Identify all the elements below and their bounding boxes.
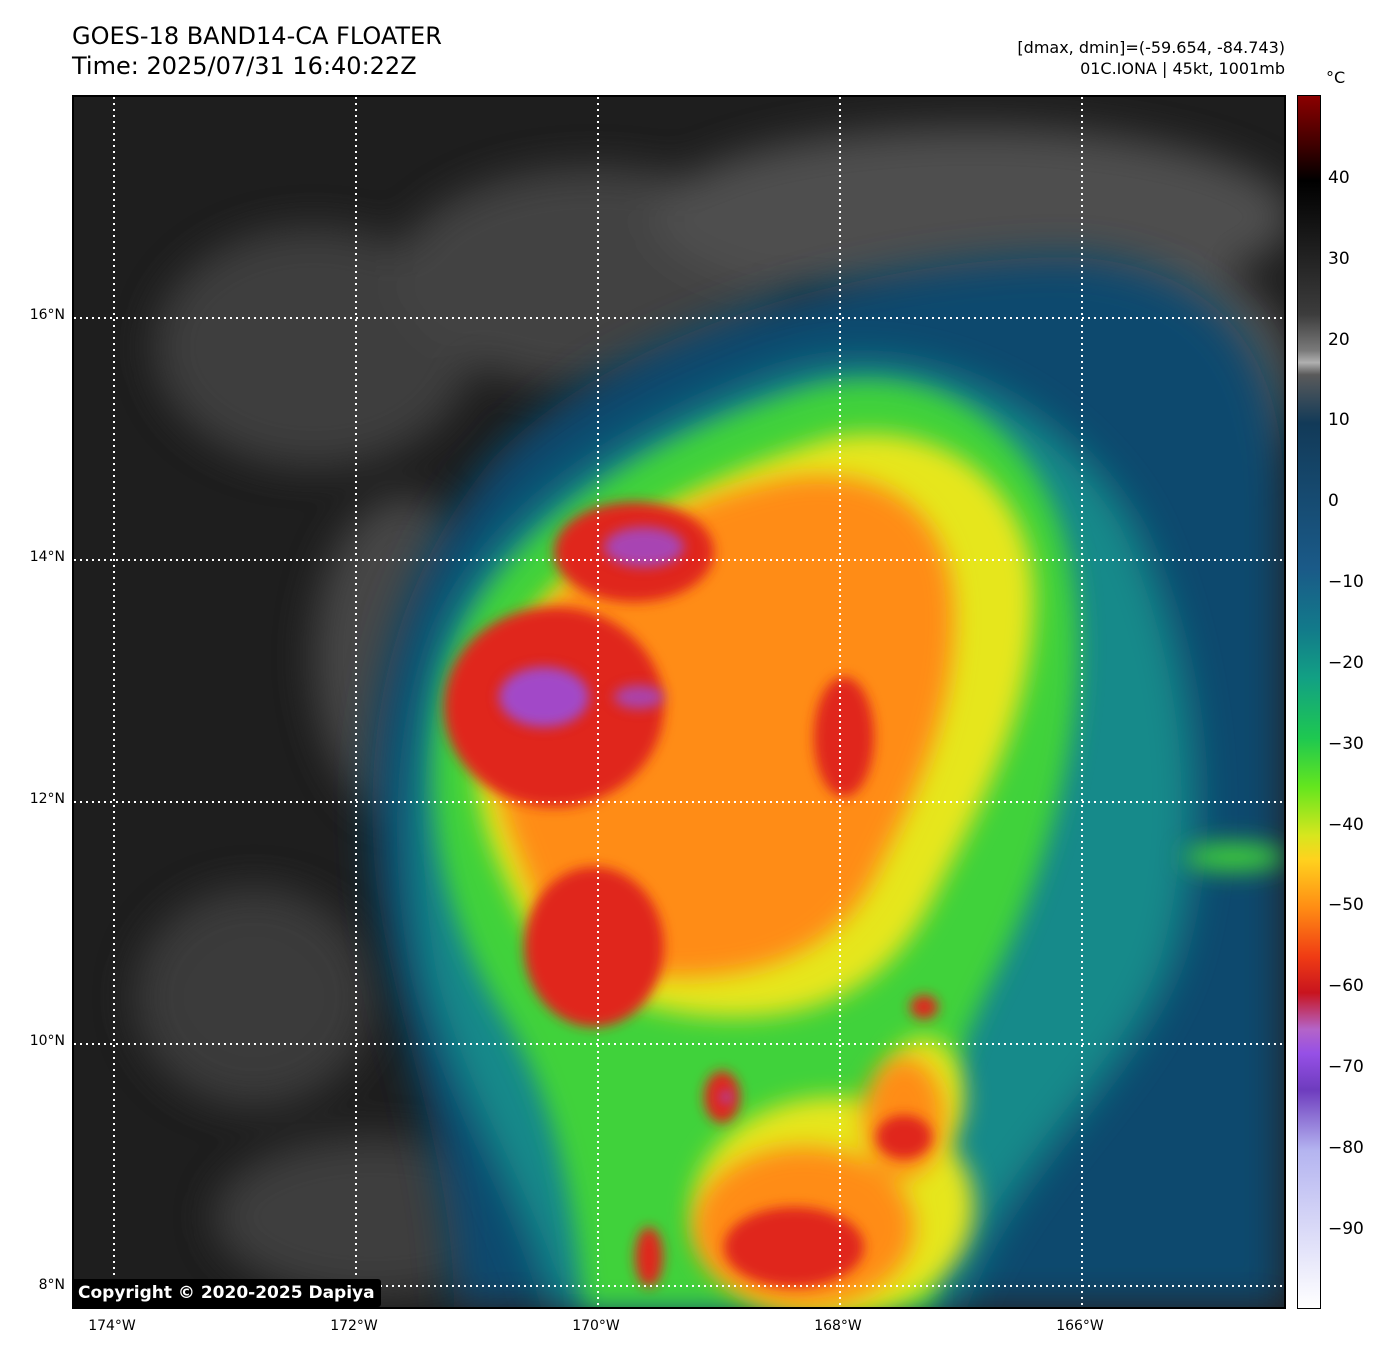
colorbar-tick-minus40: −40: [1328, 815, 1364, 835]
colorbar-tick-40: 40: [1328, 168, 1350, 188]
lon-label-174w: 174°W: [88, 1318, 136, 1334]
colorbar-tick-minus90: −90: [1328, 1219, 1364, 1239]
colorbar-tick-20: 20: [1328, 330, 1350, 350]
colorbar-tick-30: 30: [1328, 249, 1350, 269]
title-time: Time: 2025/07/31 16:40:22Z: [72, 52, 417, 80]
lon-label-168w: 168°W: [814, 1318, 862, 1334]
colorbar-tick-0: 0: [1328, 491, 1339, 511]
storm-orange-region: [493, 475, 954, 1307]
colorbar-tick-minus20: −20: [1328, 653, 1364, 673]
data-range-text: [dmax, dmin]=(-59.654, -84.743): [1017, 38, 1285, 57]
colorbar-tick-minus30: −30: [1328, 734, 1364, 754]
colorbar-tick-minus10: −10: [1328, 572, 1364, 592]
title-satellite: GOES-18 BAND14-CA FLOATER: [72, 22, 442, 50]
storm-info-text: 01C.IONA | 45kt, 1001mb: [1080, 59, 1285, 78]
colorbar-tick-minus80: −80: [1328, 1138, 1364, 1158]
colorbar-tick-10: 10: [1328, 410, 1350, 430]
colorbar-unit: °C: [1326, 68, 1346, 87]
lat-label-12n: 12°N: [29, 791, 65, 807]
lon-label-170w: 170°W: [572, 1318, 620, 1334]
colorbar-tick-minus70: −70: [1328, 1057, 1364, 1077]
lat-label-16n: 16°N: [29, 307, 65, 323]
colorbar-tick-minus60: −60: [1328, 976, 1364, 996]
overshooting-tops-purple: [499, 527, 731, 1103]
map-gridlines: [74, 97, 1284, 1307]
temperature-colorbar: [1297, 95, 1321, 1309]
lat-label-14n: 14°N: [29, 549, 65, 565]
colorbar-tick-minus50: −50: [1328, 895, 1364, 915]
lon-label-172w: 172°W: [330, 1318, 378, 1334]
lon-label-166w: 166°W: [1056, 1318, 1104, 1334]
lat-label-10n: 10°N: [29, 1033, 65, 1049]
satellite-map: [72, 95, 1286, 1309]
copyright-badge: Copyright © 2020-2025 Dapiya: [72, 1279, 381, 1307]
ir-imagery: [74, 97, 1284, 1307]
lat-label-8n: 8°N: [38, 1277, 65, 1293]
